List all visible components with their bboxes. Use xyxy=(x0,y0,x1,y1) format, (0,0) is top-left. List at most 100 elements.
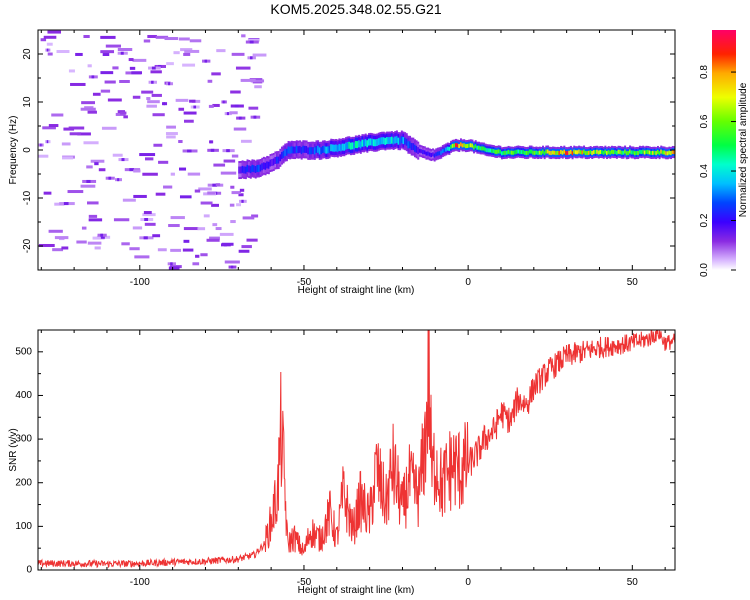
ridge-core xyxy=(551,150,554,155)
noise-blob xyxy=(81,226,87,230)
ridge-core xyxy=(402,137,405,145)
noise-blob xyxy=(68,126,85,130)
snr-series-line xyxy=(38,330,675,569)
ridge-core xyxy=(323,145,326,153)
ridge-core xyxy=(318,147,321,155)
noise-blob-core xyxy=(226,112,229,116)
ridge-core xyxy=(358,140,361,148)
noise-blob xyxy=(175,98,189,102)
noise-blob-core xyxy=(226,149,230,153)
ridge-core xyxy=(282,150,285,158)
noise-blob-core xyxy=(120,51,124,55)
noise-blob xyxy=(250,79,265,83)
noise-blob xyxy=(155,192,166,196)
ridge-core xyxy=(652,150,655,155)
ridge-core xyxy=(645,149,648,154)
ridge-core xyxy=(635,150,638,155)
ridge-core xyxy=(545,149,548,154)
ridge-core xyxy=(496,149,499,154)
ridge-core xyxy=(558,151,561,156)
noise-blob xyxy=(247,38,260,42)
ridge-core xyxy=(376,138,379,146)
noise-blob xyxy=(229,111,238,115)
noise-blob xyxy=(100,50,115,54)
ridge-core xyxy=(653,150,656,155)
spectrogram-y-tick-label: 10 xyxy=(22,96,33,108)
ridge-core xyxy=(632,150,635,155)
noise-blob xyxy=(231,52,245,56)
noise-blob xyxy=(178,140,183,144)
ridge-core xyxy=(479,146,482,151)
noise-blob xyxy=(147,100,160,104)
noise-blob xyxy=(165,132,178,136)
ridge-core xyxy=(569,149,572,154)
ridge-core xyxy=(578,149,581,154)
snr-y-tick-label: 500 xyxy=(15,346,32,357)
ridge-core xyxy=(456,143,459,148)
spectrogram-y-tick-label: 0 xyxy=(22,147,33,153)
noise-blob xyxy=(83,141,99,145)
ridge-core xyxy=(320,147,323,155)
noise-blob xyxy=(68,69,75,73)
ridge-core xyxy=(295,145,298,153)
ridge-core xyxy=(328,145,331,153)
ridge-core xyxy=(660,149,663,154)
ridge-core xyxy=(443,148,446,153)
noise-blob xyxy=(112,66,119,70)
ridge-core xyxy=(497,149,500,154)
ridge-core xyxy=(509,150,512,155)
noise-blob xyxy=(216,49,226,53)
snr-x-tick-label: -50 xyxy=(297,577,312,588)
noise-blob xyxy=(155,35,169,39)
noise-blob xyxy=(206,238,220,242)
noise-blob xyxy=(134,255,150,259)
ridge-core xyxy=(279,154,282,162)
ridge-core xyxy=(356,141,359,149)
ridge-core xyxy=(436,151,439,156)
noise-blob-core xyxy=(210,140,212,144)
ridge-core xyxy=(589,150,592,155)
noise-blob xyxy=(170,216,185,220)
ridge-core xyxy=(425,151,428,156)
ridge-core xyxy=(427,151,430,156)
colorbar-gradient xyxy=(712,30,736,270)
noise-blob xyxy=(47,30,62,34)
noise-blob xyxy=(117,48,133,52)
noise-blob-core xyxy=(210,148,215,152)
noise-blob-core xyxy=(63,202,69,206)
ridge-core xyxy=(448,146,451,151)
ridge-core xyxy=(609,150,612,155)
ridge-core xyxy=(310,147,313,155)
ridge-core xyxy=(610,149,613,154)
noise-blob xyxy=(88,214,98,218)
ridge-core xyxy=(366,140,369,148)
ridge-core xyxy=(466,143,469,148)
noise-blob xyxy=(40,38,47,42)
ridge-core xyxy=(463,143,466,148)
noise-blob xyxy=(252,53,267,57)
ridge-core xyxy=(522,150,525,155)
ridge-core xyxy=(289,146,292,154)
noise-blob xyxy=(230,185,235,189)
ridge-core xyxy=(280,152,283,160)
ridge-core xyxy=(269,159,272,167)
ridge-core xyxy=(515,149,518,154)
ridge-core xyxy=(389,137,392,145)
noise-blob xyxy=(42,126,56,130)
noise-blob xyxy=(254,85,262,89)
ridge-core xyxy=(464,144,467,149)
colorbar-tick-label: 0.8 xyxy=(699,65,710,79)
ridge-core xyxy=(528,149,531,154)
ridge-core xyxy=(459,142,462,147)
noise-blob xyxy=(43,191,52,195)
noise-blob-core xyxy=(151,66,156,70)
ridge-core xyxy=(450,144,453,149)
ridge-core xyxy=(630,150,633,155)
ridge-core xyxy=(579,150,582,155)
ridge-core xyxy=(315,145,318,153)
ridge-core xyxy=(340,144,343,152)
noise-blob xyxy=(230,90,241,94)
ridge-core xyxy=(325,146,328,154)
ridge-core xyxy=(243,166,246,174)
noise-blob xyxy=(120,111,127,115)
